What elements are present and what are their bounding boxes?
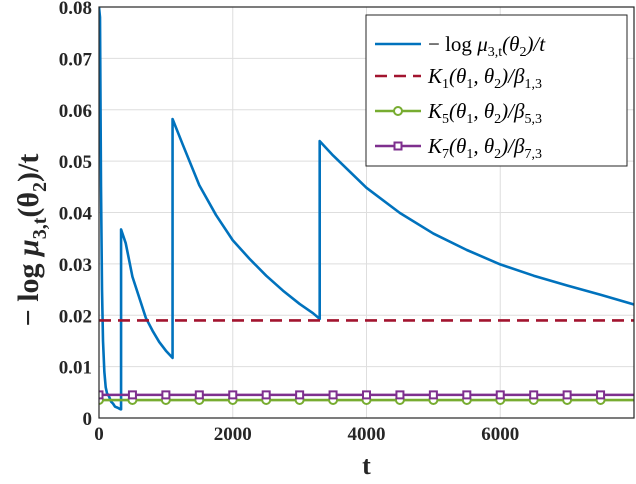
plot-area bbox=[99, 7, 634, 411]
k7-marker bbox=[295, 390, 305, 400]
k7-marker bbox=[529, 390, 539, 400]
x-tick-label: 0 bbox=[94, 424, 104, 445]
k7-marker bbox=[562, 390, 572, 400]
y-tick-label: 0.05 bbox=[59, 152, 92, 173]
k7-marker bbox=[462, 390, 472, 400]
k7-marker bbox=[228, 390, 238, 400]
k7-marker bbox=[261, 390, 271, 400]
x-tick-label: 2000 bbox=[214, 424, 252, 445]
k7-marker bbox=[428, 390, 438, 400]
legend-box bbox=[365, 14, 628, 167]
y-tick-label: 0 bbox=[83, 409, 93, 430]
legend: − log μ3,t(θ2)/t K1(θ1, θ2)/β1,3 K5(θ1, θ2… bbox=[365, 14, 628, 167]
legend-marker bbox=[393, 141, 403, 151]
y-tick-label: 0.08 bbox=[59, 0, 92, 19]
legend-label: − log μ3,t(θ2)/t bbox=[428, 32, 546, 60]
y-tick-label: 0.04 bbox=[59, 204, 93, 225]
k7-marker bbox=[127, 390, 137, 400]
k7-marker bbox=[161, 390, 171, 400]
legend-marker bbox=[393, 106, 403, 116]
k7-marker bbox=[596, 390, 606, 400]
k7-marker bbox=[395, 390, 405, 400]
tick-labels: 0 2000 4000 6000 0 0.01 0.02 0.03 0.04 0.05 0.06 0.… bbox=[59, 0, 520, 445]
y-tick-label: 0.06 bbox=[59, 101, 92, 122]
x-axis-label: t bbox=[362, 451, 371, 480]
plot-frame bbox=[98, 6, 635, 419]
k7-marker bbox=[362, 390, 371, 400]
k7-marker bbox=[99, 390, 104, 400]
y-tick-label: 0.01 bbox=[59, 358, 92, 379]
y-tick-label: 0.02 bbox=[59, 306, 92, 327]
x-tick-label: 6000 bbox=[481, 424, 519, 445]
legend-label: K5(θ1, θ2)/β5,3 bbox=[427, 99, 542, 127]
y-tick-label: 0.07 bbox=[59, 49, 93, 70]
y-tick-label: 0.03 bbox=[59, 255, 92, 276]
x-tick-label: 4000 bbox=[348, 424, 386, 445]
legend-label: K1(θ1, θ2)/β1,3 bbox=[427, 64, 542, 92]
k7-marker bbox=[194, 390, 204, 400]
legend-label: K7(θ1, θ2)/β7,3 bbox=[427, 134, 542, 162]
k7-marker bbox=[328, 390, 338, 400]
series-layer bbox=[99, 7, 634, 411]
y-axis-label: − log μ3,t(θ2)/t bbox=[12, 154, 51, 327]
k7-marker bbox=[495, 390, 505, 400]
